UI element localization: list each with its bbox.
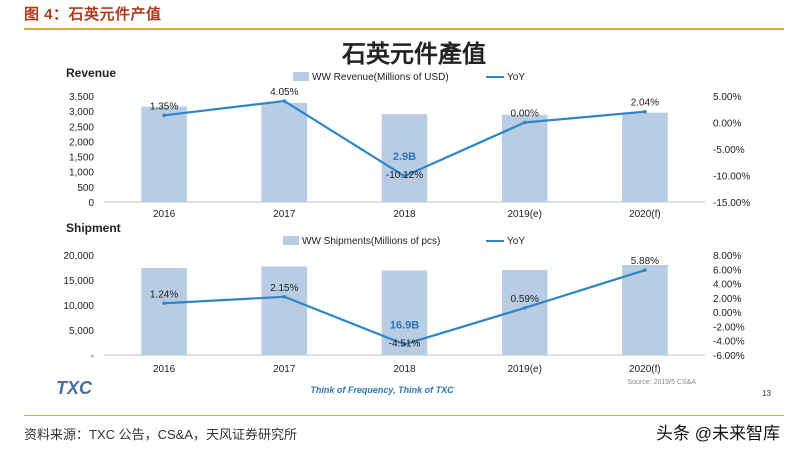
yoy-point (643, 268, 647, 272)
figure-title: 图 4：石英元件产值 (24, 6, 162, 23)
y-right-tick-label: 0.00% (713, 308, 741, 319)
y-right-tick-label: 0.00% (713, 119, 741, 130)
bar (381, 114, 428, 202)
yoy-data-label: 1.35% (150, 101, 178, 112)
revenue-legend: WW Revenue(Millions of USD) YoY (293, 72, 525, 83)
y-left-tick-label: 2,000 (69, 137, 94, 148)
yoy-data-label: -10.12% (386, 170, 423, 181)
y-right-tick-label: -4.00% (713, 337, 745, 348)
figure-header: 图 4：石英元件产值 (0, 0, 794, 30)
y-right-tick-label: -5.00% (713, 145, 745, 156)
slide-tagline: Think of Frequency, Think of TXC (310, 385, 454, 395)
bar (141, 106, 187, 202)
bar (381, 270, 428, 355)
revenue-chart: 0 500 1,000 1,500 2,000 2,500 3,000 3,500 -15.00… (69, 87, 750, 220)
bar (622, 112, 668, 202)
shipment-panel-title: Shipment (66, 221, 121, 235)
y-right-tick-label: 5.00% (713, 92, 741, 103)
x-tick-label: 2016 (153, 209, 176, 220)
y-right-tick-label: -15.00% (713, 198, 750, 209)
y-right-tick-label: 4.00% (713, 280, 741, 291)
slide-source: Source: 2019/5 CS&A (628, 379, 697, 386)
yoy-data-label: 5.88% (631, 256, 659, 267)
yoy-point (522, 120, 527, 125)
legend-bar-swatch (283, 236, 299, 245)
legend-yoy-label: YoY (507, 72, 525, 83)
bar (622, 265, 668, 355)
y-left-tick-label: 5,000 (69, 326, 94, 337)
revenue-panel-title: Revenue (66, 66, 116, 80)
shipment-legend: WW Shipments(Millions of pcs) YoY (283, 236, 525, 247)
bar (141, 268, 187, 355)
yoy-data-label: 4.05% (270, 87, 298, 98)
y-left-tick-label: 10,000 (63, 301, 94, 312)
bar (501, 114, 548, 202)
y-left-tick-label: 15,000 (63, 276, 94, 287)
yoy-point (162, 301, 166, 306)
yoy-data-label: 0.59% (511, 294, 539, 305)
yoy-point (522, 306, 527, 310)
yoy-point (402, 342, 407, 347)
y-left-tick-label: 500 (77, 183, 94, 194)
y-right-tick-label: -10.00% (713, 172, 750, 183)
legend-revenue-label: WW Revenue(Millions of USD) (312, 72, 449, 83)
x-tick-label: 2018 (393, 364, 416, 375)
footer-source: 资料来源：TXC 公告，CS&A，天风证券研究所 (24, 427, 298, 442)
y-left-tick-label: 0 (88, 198, 94, 209)
yoy-point (402, 174, 407, 178)
yoy-point (282, 99, 287, 103)
x-tick-label: 2017 (273, 364, 296, 375)
x-tick-label: 2016 (153, 364, 176, 375)
y-right-tick-label: -2.00% (713, 322, 745, 333)
y-left-tick-label: 1,000 (69, 168, 94, 179)
yoy-point (162, 113, 166, 118)
yoy-data-label: 2.15% (270, 283, 298, 294)
legend-shipment-label: WW Shipments(Millions of pcs) (302, 236, 440, 247)
legend-yoy-label: YoY (507, 236, 525, 247)
legend-bar-swatch (293, 72, 309, 81)
shipment-chart: - 5,000 10,000 15,000 20,000 -6.00% -4.00% -2.0… (63, 251, 744, 375)
y-right-tick-label: 8.00% (713, 251, 741, 262)
yoy-point (282, 294, 287, 299)
yoy-data-label: -4.51% (389, 338, 421, 349)
y-left-tick-label: 3,000 (69, 107, 94, 118)
footer-watermark: 头条 @未来智库 (656, 424, 780, 443)
x-tick-label: 2017 (273, 209, 296, 220)
yoy-point (643, 109, 647, 114)
yoy-data-label: 2.04% (631, 98, 659, 109)
x-tick-label: 2018 (393, 209, 416, 220)
yoy-data-label: 0.00% (511, 109, 539, 120)
x-tick-label: 2020(f) (629, 209, 661, 220)
y-left-tick-label: 2,500 (69, 122, 94, 133)
footer-rule (24, 415, 784, 416)
total-annotation: 16.9B (390, 319, 419, 331)
slide-page-number: 13 (762, 389, 771, 398)
y-right-tick-label: 6.00% (713, 265, 741, 276)
slide-title: 石英元件產值 (341, 40, 486, 68)
txc-logo: TXC (56, 378, 93, 398)
y-right-tick-label: -6.00% (713, 351, 745, 362)
y-left-tick-label: 1,500 (69, 153, 94, 164)
x-tick-label: 2019(e) (507, 209, 541, 220)
bar (261, 102, 308, 202)
y-left-tick-label: - (91, 351, 94, 362)
y-left-tick-label: 20,000 (63, 251, 94, 262)
yoy-data-label: 1.24% (150, 289, 178, 300)
x-tick-label: 2019(e) (507, 364, 541, 375)
y-right-tick-label: 2.00% (713, 294, 741, 305)
total-annotation: 2.9B (393, 151, 416, 163)
y-left-tick-label: 3,500 (69, 92, 94, 103)
bar (261, 266, 308, 355)
x-tick-label: 2020(f) (629, 364, 661, 375)
header-rule (24, 28, 784, 30)
